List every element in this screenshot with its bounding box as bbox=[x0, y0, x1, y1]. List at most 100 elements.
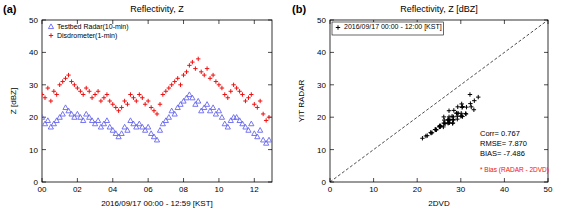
marker-stroke bbox=[422, 136, 423, 140]
y-tick bbox=[330, 149, 334, 150]
data-point bbox=[450, 121, 454, 125]
marker-stroke bbox=[207, 66, 208, 70]
y-tick bbox=[330, 117, 334, 118]
marker-stroke bbox=[68, 73, 69, 77]
marker-stroke bbox=[236, 86, 237, 90]
data-point bbox=[219, 115, 224, 120]
x-tick-label: 10 bbox=[369, 185, 378, 194]
data-point bbox=[264, 141, 269, 146]
y-tick-label: 0 bbox=[322, 178, 327, 187]
marker-stroke bbox=[448, 121, 449, 125]
data-point bbox=[261, 137, 266, 142]
marker-stroke bbox=[230, 89, 231, 93]
marker-stroke bbox=[157, 112, 158, 116]
data-point bbox=[122, 99, 126, 103]
marker-stroke bbox=[473, 108, 474, 112]
data-point bbox=[460, 104, 464, 108]
data-point bbox=[54, 118, 59, 123]
data-point bbox=[45, 118, 50, 123]
identity-line bbox=[330, 20, 548, 182]
data-point bbox=[211, 73, 215, 77]
marker-stroke bbox=[95, 92, 96, 96]
marker-stroke bbox=[56, 92, 57, 96]
data-point bbox=[266, 137, 271, 142]
data-point bbox=[48, 124, 53, 129]
data-point bbox=[163, 118, 168, 123]
data-point bbox=[172, 111, 177, 116]
marker-stroke bbox=[42, 92, 43, 96]
data-point bbox=[51, 121, 56, 126]
y-tick-label: 20 bbox=[29, 113, 38, 122]
marker-stroke bbox=[448, 121, 449, 125]
data-point bbox=[105, 92, 109, 96]
data-point bbox=[252, 131, 257, 136]
y-axis-label: YIT RADAR bbox=[297, 80, 306, 123]
x-tick-label: 02 bbox=[73, 185, 82, 194]
marker-stroke bbox=[189, 63, 190, 67]
data-point bbox=[108, 99, 112, 103]
marker-stroke bbox=[457, 114, 458, 118]
y-tick-label: 20 bbox=[317, 113, 326, 122]
marker-stroke bbox=[478, 95, 479, 99]
data-point bbox=[243, 124, 248, 129]
data-point bbox=[131, 121, 136, 126]
marker-stroke bbox=[142, 96, 143, 100]
legend-box bbox=[332, 22, 444, 35]
data-point bbox=[472, 98, 476, 102]
data-point bbox=[42, 115, 45, 120]
marker-stroke bbox=[443, 125, 444, 129]
data-point bbox=[157, 128, 162, 133]
data-point bbox=[149, 131, 154, 136]
data-point bbox=[446, 121, 450, 125]
plot-frame bbox=[330, 20, 548, 182]
data-point bbox=[176, 76, 180, 80]
y-tick-right bbox=[268, 52, 272, 53]
plot-area bbox=[330, 20, 548, 182]
data-point bbox=[240, 92, 244, 96]
annotation: BIAS= -7.486 bbox=[480, 149, 525, 158]
marker-stroke bbox=[444, 121, 445, 125]
legend-label: Testbed Radar(10-min) bbox=[57, 23, 129, 31]
data-point bbox=[420, 136, 424, 140]
data-point bbox=[72, 115, 77, 120]
marker-stroke bbox=[148, 99, 149, 103]
x-tick bbox=[254, 178, 255, 182]
data-point bbox=[226, 96, 230, 100]
data-point bbox=[193, 66, 197, 70]
y-tick-right bbox=[544, 117, 548, 118]
data-point bbox=[149, 105, 153, 109]
data-point bbox=[246, 96, 250, 100]
chart: (b)Reflectivity, Z [dBZ]0102030405001020… bbox=[292, 3, 553, 208]
legend-marker bbox=[49, 33, 53, 37]
marker-stroke bbox=[470, 101, 471, 105]
panel-label: (a) bbox=[3, 3, 17, 15]
y-tick bbox=[42, 84, 46, 85]
data-point bbox=[125, 102, 129, 106]
marker-stroke bbox=[145, 102, 146, 106]
data-point bbox=[243, 99, 247, 103]
data-point bbox=[158, 102, 162, 106]
marker-stroke bbox=[183, 73, 184, 77]
data-point bbox=[178, 102, 183, 107]
marker-stroke bbox=[239, 89, 240, 93]
marker-stroke bbox=[51, 33, 52, 37]
marker-stroke bbox=[453, 108, 454, 112]
data-point bbox=[452, 108, 456, 112]
data-point bbox=[447, 109, 451, 113]
data-point bbox=[249, 121, 254, 126]
data-point bbox=[442, 115, 446, 119]
y-tick bbox=[42, 52, 46, 53]
data-point bbox=[95, 118, 100, 123]
data-point bbox=[114, 105, 118, 109]
marker-stroke bbox=[425, 134, 426, 138]
y-tick-right bbox=[544, 52, 548, 53]
y-tick-label: 40 bbox=[317, 48, 326, 57]
data-point bbox=[113, 131, 118, 136]
data-point bbox=[96, 89, 100, 93]
data-point bbox=[246, 128, 251, 133]
marker-stroke bbox=[266, 118, 267, 122]
data-point bbox=[450, 114, 454, 118]
marker-stroke bbox=[171, 83, 172, 87]
data-point bbox=[119, 131, 124, 136]
marker-stroke bbox=[153, 109, 154, 113]
